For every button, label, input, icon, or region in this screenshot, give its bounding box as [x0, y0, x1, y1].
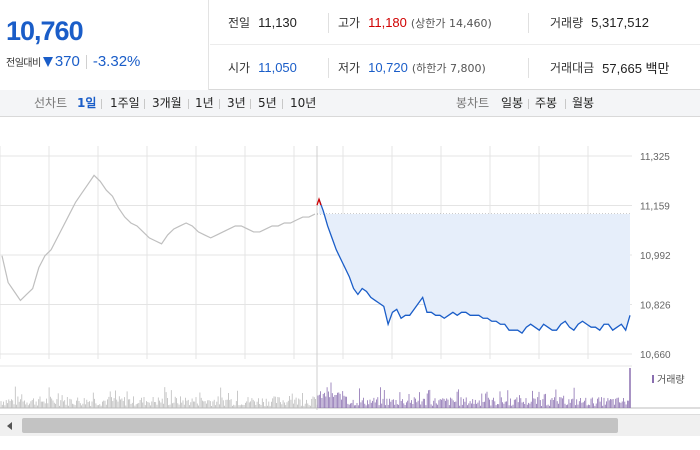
period-1week-button[interactable]: 1주일 — [110, 96, 140, 110]
stat-label: 저가 — [338, 61, 361, 75]
change-rate: -3.32% — [92, 53, 141, 70]
chart-toolbar: 선차트 1일 1주일 3개월 1년 3년 5년 10년 봉차트 일봉 주봉 월봉 — [0, 90, 700, 117]
stat-trade-amount: 거래대금 57,665 백만 — [550, 45, 669, 90]
divider — [528, 99, 529, 109]
y-tick-label: 10,826 — [640, 301, 671, 312]
price-chart[interactable]: 11,325 11,159 10,992 10,826 10,660 거래량 — [0, 118, 700, 412]
period-1day-button[interactable]: 1일 — [77, 96, 97, 110]
divider — [565, 99, 566, 109]
divider — [188, 99, 189, 109]
stats-row: 시가 11,050 저가 10,720 (하한가 7,800) 거래대금 57,… — [210, 45, 700, 90]
candle-weekly-button[interactable]: 주봉 — [535, 96, 558, 110]
stat-high: 고가 11,180 (상한가 14,460) — [338, 0, 492, 45]
divider — [144, 99, 145, 109]
candle-daily-button[interactable]: 일봉 — [501, 96, 524, 110]
price-summary: 10,760 전일대비 370 -3.32% — [0, 0, 209, 90]
stat-label: 고가 — [338, 16, 361, 30]
period-10year-button[interactable]: 10년 — [290, 96, 317, 110]
stats-table: 전일 11,130 고가 11,180 (상한가 14,460) 거래량 5,3… — [210, 0, 700, 90]
divider — [328, 13, 329, 33]
divider — [101, 99, 102, 109]
stat-label: 거래대금 — [550, 61, 595, 75]
divider — [219, 99, 220, 109]
upper-limit: (상한가 14,460) — [410, 16, 492, 30]
stat-prev-close: 전일 11,130 — [228, 0, 297, 45]
stat-label: 시가 — [228, 61, 251, 75]
candle-chart-label: 봉차트 — [456, 96, 490, 110]
divider — [328, 58, 329, 78]
high-marker — [316, 197, 322, 206]
stat-value: 10,720 — [368, 60, 408, 75]
stat-label: 전일 — [228, 16, 251, 30]
previous-day-line — [1, 174, 316, 302]
volume-legend-swatch — [652, 375, 654, 383]
period-3month-button[interactable]: 3개월 — [152, 96, 182, 110]
y-tick-label: 10,660 — [640, 350, 671, 361]
change-label: 전일대비 — [6, 58, 41, 69]
current-price: 10,760 — [6, 16, 84, 46]
y-tick-label: 11,159 — [640, 202, 670, 213]
today-fill-area — [319, 199, 630, 334]
divider — [528, 13, 529, 33]
divider — [528, 58, 529, 78]
scroll-left-arrow-icon[interactable] — [0, 415, 18, 436]
stats-row: 전일 11,130 고가 11,180 (상한가 14,460) 거래량 5,3… — [210, 0, 700, 45]
price-change-row: 전일대비 370 -3.32% — [6, 53, 140, 70]
line-chart-label: 선차트 — [34, 96, 68, 110]
chart-scrollbar[interactable] — [0, 414, 700, 436]
stat-open: 시가 11,050 — [228, 45, 297, 90]
period-1year-button[interactable]: 1년 — [195, 96, 214, 110]
scroll-thumb[interactable] — [22, 418, 618, 433]
candle-monthly-button[interactable]: 월봉 — [572, 96, 595, 110]
stat-value: 5,317,512 — [591, 15, 649, 30]
y-tick-label: 11,325 — [640, 152, 670, 163]
quote-panel: 10,760 전일대비 370 -3.32% 전일 11,130 고가 11,1… — [0, 0, 700, 90]
chart-canvas: 11,325 11,159 10,992 10,826 10,660 거래량 — [0, 146, 700, 410]
volume-legend-label: 거래량 — [657, 374, 685, 386]
down-triangle-icon — [42, 56, 53, 67]
divider — [282, 99, 283, 109]
change-value: 370 — [54, 53, 80, 70]
today-price-line — [318, 198, 631, 335]
divider — [250, 99, 251, 109]
stat-volume: 거래량 5,317,512 — [550, 0, 649, 45]
stat-value: 11,130 — [258, 15, 297, 30]
stat-value: 57,665 백만 — [602, 61, 670, 76]
stat-value: 11,050 — [258, 60, 297, 75]
period-5year-button[interactable]: 5년 — [258, 96, 277, 110]
period-3year-button[interactable]: 3년 — [227, 96, 246, 110]
stat-value: 11,180 — [368, 15, 407, 30]
stat-low: 저가 10,720 (하한가 7,800) — [338, 45, 486, 90]
y-tick-label: 10,992 — [640, 251, 671, 262]
stat-label: 거래량 — [550, 16, 584, 30]
lower-limit: (하한가 7,800) — [411, 61, 486, 75]
divider — [85, 54, 87, 69]
